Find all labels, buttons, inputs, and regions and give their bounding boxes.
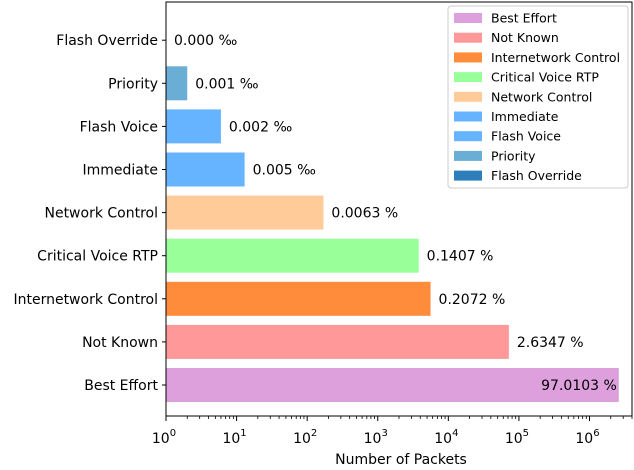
value-label-not-known: 2.6347 % [517, 335, 584, 351]
x-tick-label: 105 [505, 428, 529, 447]
legend: Best Effort Not Known Internetwork Control… [447, 5, 629, 189]
legend-swatch-priority [454, 150, 482, 161]
x-tick-label: 104 [434, 428, 458, 447]
x-tick-label: 106 [575, 428, 599, 447]
value-labels-layer: 97.0103 % 2.6347 % 0.2072 % 0.1407 % 0.0063 … [174, 33, 617, 394]
y-tick-label-priority: Priority [108, 76, 158, 92]
y-tick-label-flash-override: Flash Override [56, 33, 158, 49]
value-label-critical-voice-rtp: 0.1407 % [427, 249, 494, 265]
y-tick-label-immediate: Immediate [83, 163, 158, 179]
value-label-flash-voice: 0.002 ‰ [229, 119, 293, 135]
legend-label-best-effort: Best Effort [491, 11, 557, 26]
x-axis-title: Number of Packets [335, 452, 467, 468]
bar-flash-voice [166, 109, 221, 144]
x-tick-label: 102 [293, 428, 317, 447]
legend-label-internetwork-control: Internetwork Control [491, 50, 620, 65]
value-label-immediate: 0.005 ‰ [253, 163, 317, 179]
legend-swatch-immediate [454, 111, 482, 122]
legend-swatch-critical-voice-rtp [454, 72, 482, 83]
legend-label-flash-voice: Flash Voice [491, 129, 561, 144]
x-tick-label: 103 [364, 428, 388, 447]
legend-label-not-known: Not Known [491, 30, 559, 45]
y-tick-label-critical-voice-rtp: Critical Voice RTP [37, 249, 158, 265]
legend-label-network-control: Network Control [491, 89, 592, 104]
bar-not-known [166, 324, 509, 359]
y-tick-label-best-effort: Best Effort [84, 378, 158, 394]
bar-immediate [166, 152, 245, 187]
legend-label-priority: Priority [491, 148, 536, 163]
legend-swatch-best-effort [454, 13, 482, 23]
bar-network-control [166, 195, 324, 230]
legend-label-immediate: Immediate [491, 109, 559, 124]
x-tick-label: 100 [152, 428, 176, 447]
y-tick-label-not-known: Not Known [82, 335, 158, 351]
legend-label-critical-voice-rtp: Critical Voice RTP [491, 70, 599, 85]
legend-label-flash-override: Flash Override [491, 168, 582, 183]
bar-priority [166, 66, 188, 101]
value-label-priority: 0.001 ‰ [195, 76, 259, 92]
bars-layer [166, 66, 619, 402]
value-label-flash-override: 0.000 ‰ [174, 33, 238, 49]
y-tick-label-network-control: Network Control [44, 206, 158, 222]
legend-swatch-flash-voice [454, 131, 482, 142]
y-tick-label-internetwork-control: Internetwork Control [13, 292, 158, 308]
legend-swatch-internetwork-control [454, 52, 482, 63]
value-label-best-effort: 97.0103 % [541, 378, 617, 394]
value-label-internetwork-control: 0.2072 % [439, 292, 506, 308]
bar-best-effort [166, 368, 619, 402]
bar-critical-voice-rtp [166, 238, 419, 273]
axes-layer: Best Effort Not Known Internetwork Control… [13, 1, 633, 447]
value-label-network-control: 0.0063 % [331, 206, 398, 222]
bar-internetwork-control [166, 281, 431, 316]
legend-box [447, 5, 629, 189]
x-tick-label: 101 [222, 428, 246, 447]
legend-swatch-not-known [454, 32, 482, 43]
legend-swatch-network-control [454, 91, 482, 102]
y-tick-label-flash-voice: Flash Voice [80, 119, 158, 135]
legend-swatch-flash-override [454, 170, 482, 181]
